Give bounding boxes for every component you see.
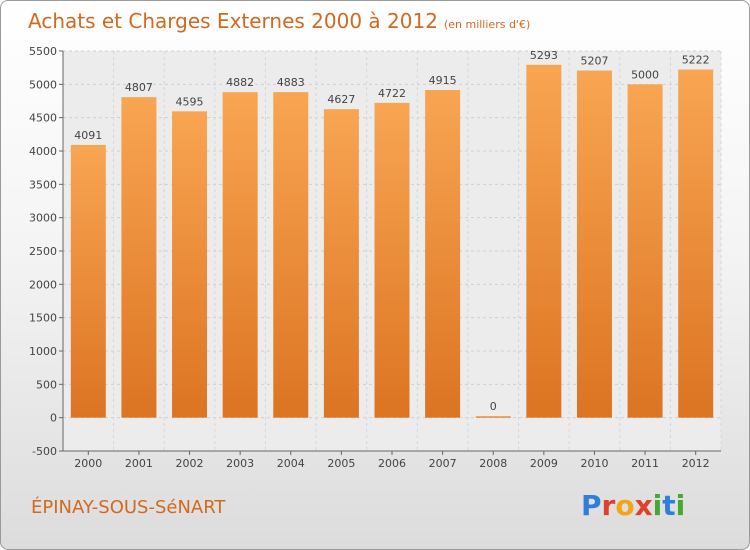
value-label-2008: 0 [490,400,497,413]
bar-2008 [475,416,511,418]
value-label-2006: 4722 [378,87,406,100]
bar-2002 [172,111,208,418]
value-label-2012: 5222 [682,54,710,67]
x-tick-label-2008: 2008 [479,457,507,470]
value-label-2004: 4883 [277,76,305,89]
bar-2011 [627,84,663,418]
bar-2010 [576,70,612,418]
logo-letter: t [662,489,676,522]
y-tick-label: -500 [32,445,57,458]
value-label-2002: 4595 [176,95,204,108]
value-label-2001: 4807 [125,81,153,94]
x-tick-label-2011: 2011 [631,457,659,470]
bar-2000 [70,144,106,418]
y-tick-label: 4000 [29,145,57,158]
y-tick-label: 0 [50,412,57,425]
logo-letter: P [581,489,602,522]
x-tick-label-2001: 2001 [125,457,153,470]
bar-2012 [678,69,714,418]
bar-2006 [374,102,410,418]
logo-letter: i [652,489,663,522]
bar-2009 [526,64,562,418]
y-tick-label: 3500 [29,178,57,191]
city-name: ÉPINAY-SOUS-SéNART [31,497,226,518]
bar-2004 [273,92,309,418]
y-tick-label: 5500 [29,45,57,58]
x-tick-label-2009: 2009 [530,457,558,470]
y-tick-label: 1000 [29,345,57,358]
logo-letter: x [634,489,653,522]
bar-2003 [222,92,258,418]
bar-2005 [323,109,359,418]
x-tick-label-2005: 2005 [327,457,355,470]
value-label-2009: 5293 [530,49,558,62]
y-tick-label: 4500 [29,112,57,125]
chart-title-main: Achats et Charges Externes 2000 à 2012 [28,9,438,33]
y-tick-label: 1500 [29,312,57,325]
chart-title: Achats et Charges Externes 2000 à 2012 (e… [28,9,530,33]
value-label-2010: 5207 [580,55,608,68]
y-tick-label: 500 [36,378,57,391]
x-tick-label-2010: 2010 [580,457,608,470]
logo-letter: r [601,489,616,522]
x-tick-label-2004: 2004 [277,457,305,470]
chart-title-unit: (en milliers d'€) [443,18,531,31]
x-tick-label-2000: 2000 [74,457,102,470]
value-label-2007: 4915 [429,74,457,87]
x-tick-label-2006: 2006 [378,457,406,470]
value-label-2000: 4091 [74,129,102,142]
x-tick-label-2002: 2002 [176,457,204,470]
logo-letter: i [675,489,686,522]
y-tick-label: 5000 [29,78,57,91]
proxiti-logo: Proxiti [581,489,685,522]
logo-letter: o [615,489,635,522]
value-label-2005: 4627 [327,93,355,106]
value-label-2003: 4882 [226,76,254,89]
y-tick-label: 2000 [29,278,57,291]
bar-2007 [425,90,461,418]
x-tick-label-2007: 2007 [429,457,457,470]
x-tick-label-2003: 2003 [226,457,254,470]
bar-2001 [121,97,157,418]
y-tick-label: 3000 [29,212,57,225]
value-label-2011: 5000 [631,68,659,81]
y-tick-label: 2500 [29,245,57,258]
x-tick-label-2012: 2012 [682,457,710,470]
